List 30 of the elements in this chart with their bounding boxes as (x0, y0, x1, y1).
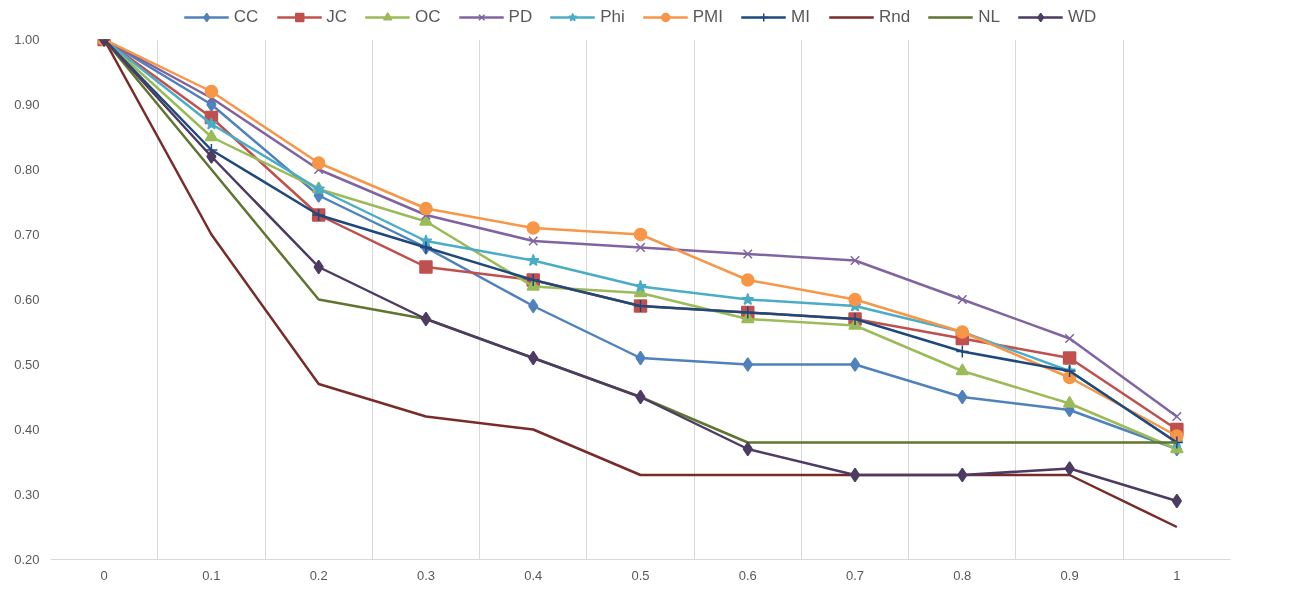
x-tick-label: 0.2 (309, 567, 328, 583)
y-tick-label: 0.40 (14, 422, 40, 437)
legend-label: NL (978, 7, 1000, 27)
x-tick-label: 1 (1173, 567, 1181, 583)
x-tick-label: 0.5 (631, 567, 650, 583)
legend-label: Phi (600, 7, 625, 27)
y-tick-label: 1.00 (14, 32, 40, 47)
legend-label: JC (326, 7, 348, 27)
x-tick-label: 0.7 (846, 567, 865, 583)
x-tick-label: 0.8 (953, 567, 972, 583)
y-tick-label: 0.80 (14, 162, 40, 177)
legend-label: CC (233, 7, 259, 27)
y-tick-label: 0.50 (14, 357, 40, 372)
y-tick-label: 0.70 (14, 227, 40, 242)
legend-label: OC (415, 7, 441, 27)
y-tick-label: 0.20 (14, 552, 40, 567)
x-tick-label: 0 (100, 567, 108, 583)
legend-label: PD (508, 7, 533, 27)
legend-label: PMI (692, 7, 724, 27)
legend-label: Rnd (879, 7, 911, 27)
y-tick-label: 0.60 (14, 292, 40, 307)
x-tick-label: 0.1 (202, 567, 221, 583)
x-tick-label: 0.3 (416, 567, 435, 583)
x-tick-label: 0.4 (524, 567, 543, 583)
x-tick-label: 0.9 (1060, 567, 1079, 583)
y-tick-label: 0.90 (14, 97, 40, 112)
legend-label: MI (791, 7, 811, 27)
x-tick-label: 0.6 (738, 567, 757, 583)
legend-label: WD (1067, 7, 1097, 27)
y-tick-label: 0.30 (14, 487, 40, 502)
